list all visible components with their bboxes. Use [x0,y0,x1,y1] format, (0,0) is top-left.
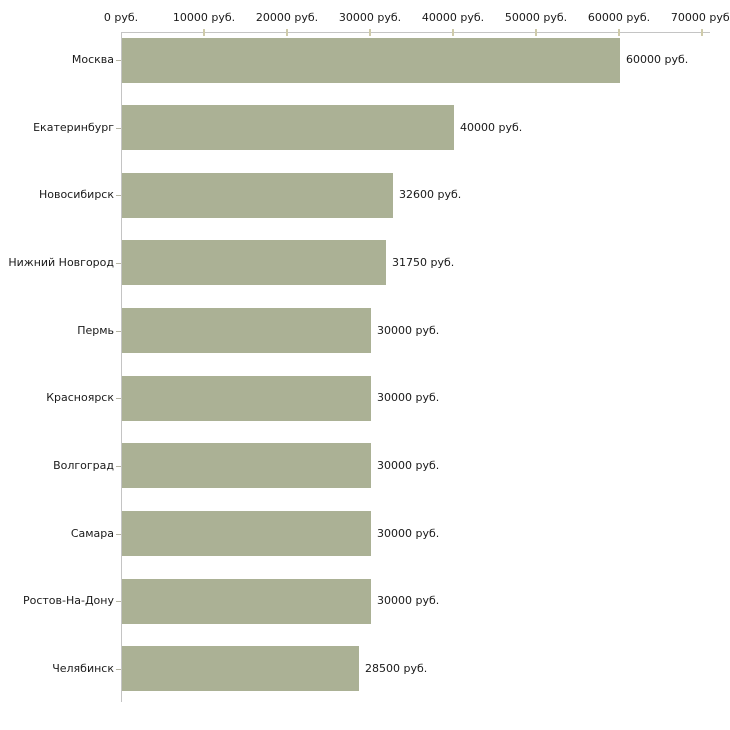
bar [122,511,371,557]
value-label: 28500 руб. [365,661,428,675]
y-axis-line [121,32,122,702]
bar [122,105,454,151]
category-label: Ростов-На-Дону [22,594,114,608]
bar [122,578,371,624]
value-label: 30000 руб. [377,323,440,337]
category-label: Пермь [77,323,114,337]
bar [122,37,620,83]
bar [122,375,371,421]
category-label: Новосибирск [38,188,114,202]
value-label: 30000 руб. [377,526,440,540]
x-tick-label: 0 руб. [103,11,139,24]
x-tick-label: 20000 руб. [255,11,319,24]
category-tick [116,60,121,61]
category-tick [116,398,121,400]
category-label: Красноярск [46,391,114,405]
x-tick-label: 30000 руб. [338,11,402,24]
value-label: 40000 руб. [460,120,523,134]
x-tick-mark [701,29,703,36]
bar [122,240,386,286]
x-tick-mark [535,29,537,36]
value-label: 32600 руб. [399,188,462,202]
category-tick [116,195,121,197]
x-tick-mark [618,29,620,36]
category-tick [116,668,121,670]
bar [122,172,393,218]
bar [122,443,371,489]
value-label: 30000 руб. [377,391,440,405]
category-tick [116,330,121,332]
category-label: Самара [70,526,114,540]
category-label: Нижний Новгород [8,255,114,269]
x-tick-label: 40000 руб. [421,11,485,24]
value-label: 60000 руб. [626,53,689,66]
bar [122,646,359,692]
x-tick-label: 60000 руб. [587,11,651,24]
value-label: 30000 руб. [377,458,440,472]
bar [122,308,371,354]
category-tick [116,601,121,603]
category-label: Екатеринбург [33,120,114,134]
x-tick-mark [286,29,288,36]
x-tick-label: 70000 руб. [670,11,730,24]
value-label: 30000 руб. [377,594,440,608]
x-axis-line [121,32,710,33]
category-tick [116,262,121,264]
category-label: Волгоград [53,458,114,472]
value-label: 31750 руб. [392,255,455,269]
x-tick-mark [203,29,205,36]
x-tick-mark [369,29,371,36]
category-tick [116,127,121,129]
category-tick [116,533,121,535]
x-tick-label: 10000 руб. [172,11,236,24]
category-label: Челябинск [52,661,114,675]
category-tick [116,465,121,467]
category-label: Москва [71,53,114,66]
x-tick-mark [452,29,454,36]
x-tick-label: 50000 руб. [504,11,568,24]
